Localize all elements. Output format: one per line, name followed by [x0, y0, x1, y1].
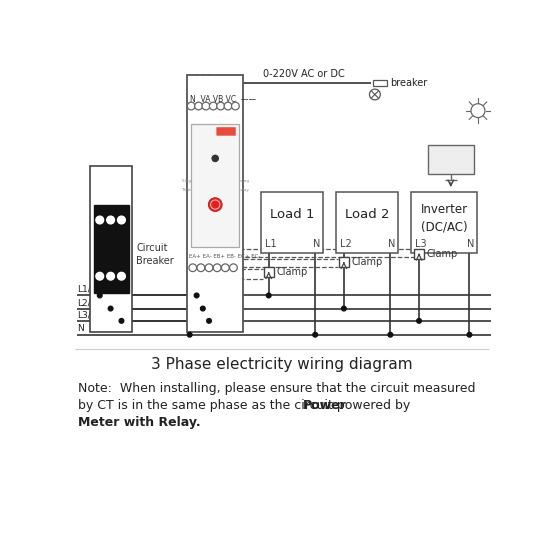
Text: 3 Phase electricity wiring diagram: 3 Phase electricity wiring diagram: [151, 358, 412, 372]
Circle shape: [201, 306, 205, 311]
Circle shape: [205, 264, 213, 272]
Text: EASEM-E: EASEM-E: [196, 145, 234, 153]
Circle shape: [107, 272, 114, 280]
Text: Single & Three Phase Monitoring: Single & Three Phase Monitoring: [182, 179, 249, 183]
Text: N  VA VB VC  ——: N VA VB VC ——: [190, 95, 256, 104]
Circle shape: [222, 264, 229, 272]
Circle shape: [471, 104, 485, 118]
Circle shape: [224, 102, 232, 110]
Circle shape: [188, 102, 195, 110]
Circle shape: [229, 264, 237, 272]
Text: N: N: [313, 239, 320, 249]
Circle shape: [266, 293, 271, 298]
Text: Clamp: Clamp: [351, 257, 383, 267]
Text: Inverter
(DC/AC): Inverter (DC/AC): [421, 203, 468, 233]
Text: N: N: [388, 239, 395, 249]
Bar: [263, 267, 274, 277]
Text: Clamp: Clamp: [427, 249, 458, 259]
Text: L3: L3: [415, 239, 427, 249]
Circle shape: [417, 318, 421, 323]
Bar: [427, 145, 474, 174]
Text: L3/C: L3/C: [77, 310, 97, 320]
Bar: [94, 205, 129, 293]
Text: Note:  When installing, please ensure that the circuit measured: Note: When installing, please ensure tha…: [78, 382, 476, 395]
Circle shape: [188, 332, 192, 337]
Circle shape: [194, 293, 199, 298]
Bar: [339, 257, 349, 267]
Circle shape: [118, 216, 125, 224]
Circle shape: [207, 318, 211, 323]
Circle shape: [108, 306, 113, 311]
Text: breaker: breaker: [390, 78, 428, 88]
Text: Load 2: Load 2: [345, 208, 389, 222]
Circle shape: [197, 264, 205, 272]
Text: Three Phase Monitoring Gateway: Three Phase Monitoring Gateway: [182, 189, 249, 192]
Circle shape: [96, 272, 103, 280]
Circle shape: [195, 102, 202, 110]
Text: FC  CE  ⊕  ①  □: FC CE ⊕ ① □: [196, 234, 234, 239]
Bar: [373, 80, 387, 86]
Circle shape: [313, 332, 317, 337]
Circle shape: [217, 102, 224, 110]
Circle shape: [370, 89, 380, 100]
FancyBboxPatch shape: [216, 127, 236, 136]
Circle shape: [202, 102, 210, 110]
Bar: [90, 166, 133, 332]
Text: tuya: tuya: [217, 130, 235, 136]
Text: 0-220V AC or DC: 0-220V AC or DC: [263, 69, 345, 79]
Circle shape: [107, 216, 114, 224]
Text: Load 1: Load 1: [270, 208, 314, 222]
Circle shape: [208, 197, 222, 212]
Circle shape: [97, 293, 102, 298]
Text: EARU: EARU: [194, 128, 217, 136]
Circle shape: [232, 102, 239, 110]
Text: L1/A: L1/A: [77, 285, 97, 294]
Bar: [191, 124, 239, 247]
Circle shape: [96, 216, 103, 224]
Text: L1: L1: [265, 239, 277, 249]
Circle shape: [212, 155, 218, 162]
Bar: [336, 191, 398, 253]
Bar: [188, 75, 243, 332]
Bar: [261, 191, 323, 253]
Circle shape: [342, 306, 346, 311]
Circle shape: [189, 264, 197, 272]
Circle shape: [213, 264, 221, 272]
Text: L2/B: L2/B: [77, 298, 97, 307]
Text: by CT is in the same phase as the circuit powered by: by CT is in the same phase as the circui…: [78, 399, 414, 411]
Bar: [414, 249, 424, 259]
Text: N: N: [77, 324, 84, 333]
Text: EA+ EA- EB+ EB- EC+ EC-: EA+ EA- EB+ EB- EC+ EC-: [189, 254, 260, 259]
Circle shape: [467, 332, 472, 337]
Text: N: N: [467, 239, 475, 249]
Circle shape: [388, 332, 393, 337]
Text: ELECTRIC: ELECTRIC: [194, 135, 217, 140]
Text: Meter with Relay.: Meter with Relay.: [78, 416, 201, 428]
Text: L2: L2: [340, 239, 352, 249]
Bar: [411, 191, 477, 253]
Circle shape: [210, 102, 217, 110]
Text: Clamp: Clamp: [277, 267, 307, 277]
Circle shape: [119, 318, 124, 323]
Circle shape: [118, 272, 125, 280]
Text: Circuit
Breaker: Circuit Breaker: [136, 243, 174, 266]
Text: Power: Power: [303, 399, 346, 411]
Text: Smart Power Meter: Smart Power Meter: [195, 170, 235, 174]
